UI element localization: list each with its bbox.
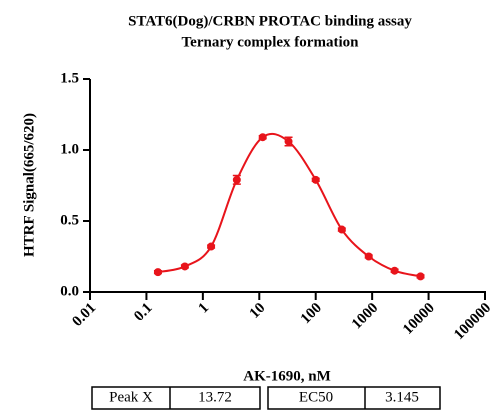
- data-point: [284, 137, 293, 146]
- data-point: [390, 266, 399, 275]
- table-cell: EC50: [299, 389, 333, 405]
- data-point: [337, 225, 346, 234]
- x-tick-label: 1: [195, 300, 212, 317]
- table-cell: Peak X: [109, 389, 153, 405]
- y-tick-label: 1.5: [60, 70, 79, 86]
- data-point: [311, 175, 320, 184]
- data-point: [153, 268, 162, 277]
- data-point: [180, 262, 189, 271]
- y-tick-label: 0.0: [60, 283, 79, 299]
- x-tick-label: 100000: [451, 300, 494, 343]
- table-cell: 3.145: [385, 389, 419, 405]
- x-tick-label: 100: [298, 300, 325, 327]
- data-point: [416, 272, 425, 281]
- x-axis-label: AK-1690, nM: [243, 368, 331, 384]
- table-box: [91, 386, 261, 410]
- chart-title: STAT6(Dog)/CRBN PROTAC binding assay: [128, 13, 412, 29]
- data-point: [232, 175, 241, 184]
- fit-curve: [157, 132, 421, 278]
- x-tick-label: 0.1: [131, 300, 156, 325]
- table: [91, 386, 441, 410]
- table-cell: 13.72: [198, 389, 232, 405]
- data-point: [258, 133, 267, 142]
- y-axis-label: HTRF Signal(665/620): [21, 113, 37, 257]
- x-tick-label: 10000: [400, 300, 438, 338]
- y-tick-label: 1.0: [60, 141, 79, 157]
- x-tick-label: 1000: [349, 300, 382, 333]
- chart-subtitle: Ternary complex formation: [182, 34, 360, 50]
- y-tick-label: 0.5: [60, 212, 79, 228]
- x-tick-label: 10: [247, 300, 269, 322]
- data-point: [364, 252, 373, 261]
- table-box: [267, 386, 441, 410]
- x-tick-label: 0.01: [69, 300, 99, 330]
- data-point: [207, 242, 216, 251]
